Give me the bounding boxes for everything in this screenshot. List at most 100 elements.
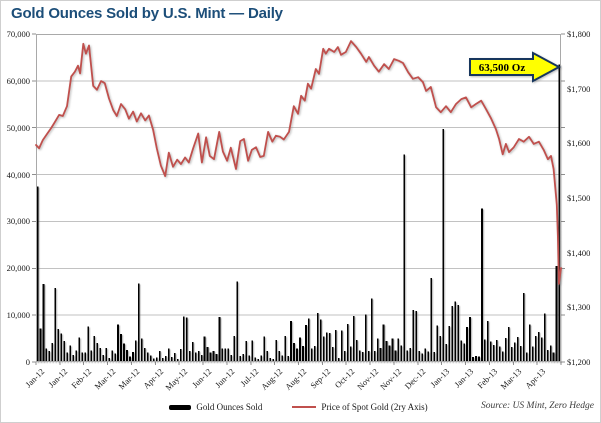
bar — [87, 326, 89, 362]
bar — [415, 310, 418, 362]
bar — [132, 352, 134, 362]
bar — [266, 350, 268, 362]
bar — [493, 345, 495, 362]
bar — [117, 324, 119, 362]
bar — [60, 333, 63, 362]
bar — [230, 354, 233, 362]
right-axis-tick-label: $1,600 — [567, 138, 591, 149]
left-axis-tick-label: 40,000 — [6, 169, 30, 180]
bar — [400, 345, 403, 362]
bar — [75, 350, 78, 362]
bar — [552, 352, 555, 362]
bar — [248, 355, 251, 362]
bar — [212, 350, 215, 362]
bar — [176, 359, 179, 362]
bar — [317, 312, 319, 362]
bar — [227, 348, 230, 362]
legend-line-swatch-icon — [292, 406, 317, 408]
bar — [57, 329, 60, 362]
bar — [349, 346, 352, 362]
bar — [200, 354, 203, 362]
bar — [433, 352, 436, 362]
bar — [314, 346, 316, 362]
bar — [528, 324, 531, 362]
right-axis-tick-label: $1,500 — [567, 193, 591, 203]
bar — [508, 326, 510, 362]
bar — [147, 352, 149, 362]
bar — [540, 337, 543, 362]
bar — [320, 319, 322, 362]
left-axis-tick-label: 20,000 — [6, 263, 30, 274]
bar — [84, 352, 87, 362]
bar — [531, 346, 534, 362]
bar — [126, 349, 128, 362]
bar — [406, 350, 409, 362]
bar — [373, 351, 376, 362]
bar — [206, 347, 209, 362]
bar — [54, 287, 57, 362]
bar — [167, 348, 170, 362]
bar — [188, 350, 191, 362]
bar — [481, 208, 483, 362]
bar — [287, 355, 289, 362]
left-axis-tick-label: 30,000 — [6, 216, 30, 227]
bar — [361, 352, 364, 362]
bar — [355, 339, 358, 362]
bar — [323, 336, 325, 362]
bar — [537, 332, 540, 362]
bar — [391, 338, 394, 362]
left-axis-tick-label: 10,000 — [6, 310, 30, 321]
right-axis-tick-label: $1,800 — [567, 29, 591, 39]
bar — [445, 344, 447, 362]
bar — [156, 357, 158, 362]
bar — [173, 353, 176, 362]
bar — [203, 336, 206, 362]
legend-label: Price of Spot Gold (2ry Axis) — [321, 402, 428, 412]
bar — [108, 357, 110, 362]
bar — [519, 346, 522, 362]
right-axis-tick-label: $1,700 — [567, 83, 591, 94]
bar — [376, 338, 379, 362]
bar — [69, 345, 72, 362]
bar — [466, 326, 468, 362]
bar — [472, 356, 474, 362]
bar — [442, 129, 444, 362]
bar — [358, 350, 361, 362]
bar — [460, 340, 462, 362]
bar — [513, 342, 516, 362]
bar — [558, 64, 561, 363]
bar — [114, 353, 116, 362]
bar — [153, 358, 155, 362]
bar — [150, 355, 152, 362]
bar — [451, 306, 453, 362]
right-axis-tick-label: $1,200 — [567, 357, 591, 367]
bar — [161, 357, 164, 362]
bar — [439, 335, 441, 362]
bar — [72, 354, 75, 362]
bar — [490, 341, 492, 362]
bar — [93, 336, 95, 362]
bar — [340, 330, 343, 362]
plot-area — [32, 33, 565, 365]
left-axis-tick-label: 60,000 — [6, 75, 30, 86]
bar — [394, 350, 397, 362]
bar — [427, 351, 430, 362]
bar — [522, 293, 525, 362]
bar — [293, 342, 295, 362]
bar — [36, 186, 39, 362]
bar — [329, 332, 331, 362]
bar — [191, 341, 194, 362]
bar — [543, 313, 546, 362]
bar — [39, 328, 42, 362]
bar — [484, 339, 486, 362]
bar — [409, 347, 412, 362]
bar — [388, 345, 391, 362]
bar — [66, 352, 69, 362]
bar — [257, 359, 260, 362]
bar — [111, 350, 113, 362]
bar — [233, 336, 236, 362]
bar — [525, 352, 528, 362]
bar — [251, 340, 254, 362]
bar — [418, 351, 421, 362]
